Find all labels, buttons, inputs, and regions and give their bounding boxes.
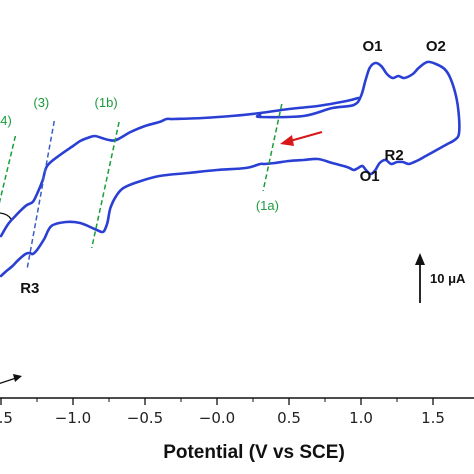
x-tick-label: 1.5 [0,409,13,427]
guide-marker-label: (1a) [256,198,279,213]
x-tick-label: −1.0 [55,409,91,427]
peak-label: O2 [426,38,446,55]
peak-label: R2 [385,147,404,164]
guide-marker-line [90,121,120,249]
guide-markers: (4) (3) (1b) (1a) [0,95,283,271]
guide-marker-line [0,135,17,204]
guide-marker-line [26,120,56,271]
x-axis-title: Potential (V vs SCE) [163,442,345,463]
cv-series-line-1 [0,60,461,278]
x-tick-label: −0.5 [127,409,163,427]
peak-label: O1 [360,168,380,185]
scale-bar-label: 10 μA [430,271,466,286]
x-tick-label: 1.0 [349,409,373,427]
x-axis-ticks: 1.5 −1.0 −0.5 −0.0 0.5 1.0 1.5 [0,398,445,427]
r3-arrow [0,374,22,385]
partial-arc-mark [0,212,12,220]
x-tick-label: −0.0 [199,409,235,427]
peak-labels: O1 O2 R2 O1 R3 [20,38,446,297]
peak-label: O1 [363,38,383,55]
guide-marker-label: (1b) [95,95,118,110]
direction-arrow [280,130,323,146]
guide-marker-label: (3) [33,95,49,110]
guide-marker-line [262,103,283,192]
cv-curves [0,60,461,278]
x-tick-label: 0.5 [277,409,301,427]
x-tick-label: 1.5 [421,409,445,427]
scale-bar: 10 μA [415,253,466,303]
guide-marker-label: (4) [0,113,12,128]
peak-label: R3 [20,280,39,297]
cv-series-line-2 [0,96,360,238]
